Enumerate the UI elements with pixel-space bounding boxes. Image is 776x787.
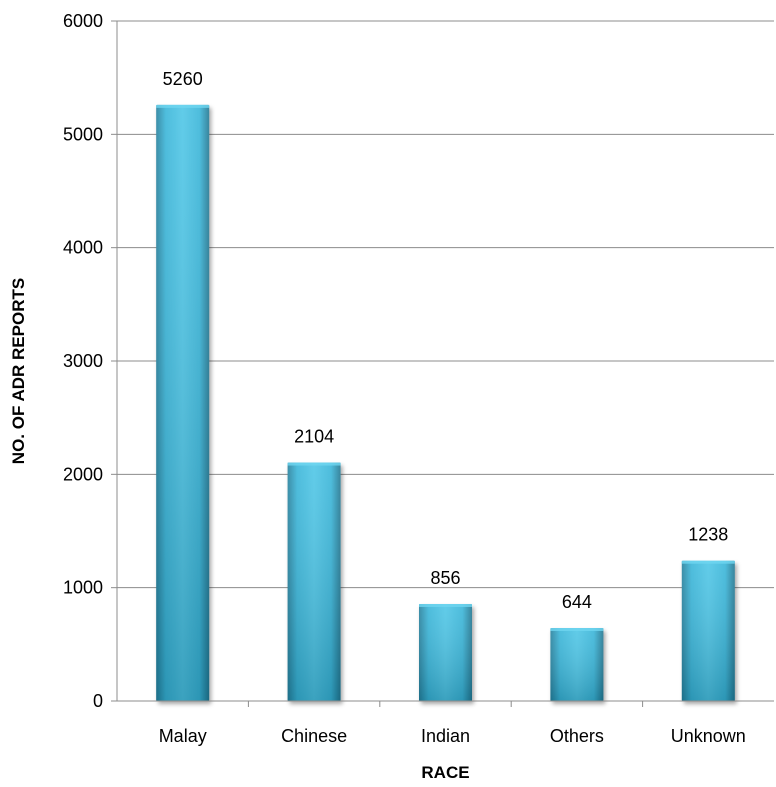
bar: [287, 462, 341, 701]
y-tick-label: 4000: [63, 238, 103, 258]
data-label: 856: [430, 568, 460, 588]
data-label: 5260: [163, 69, 203, 89]
x-tick-label: Unknown: [671, 726, 746, 746]
bar: [419, 603, 472, 701]
bar: [550, 628, 604, 701]
y-tick-label: 1000: [63, 578, 103, 598]
x-tick-label: Chinese: [281, 726, 347, 746]
x-axis-ticks: Malay Chinese Indian Others Unknown: [159, 701, 746, 746]
y-axis-ticks: 0 1000 2000 3000 4000 5000 6000: [63, 11, 117, 711]
bar: [681, 560, 735, 701]
x-tick-label: Malay: [159, 726, 207, 746]
x-tick-label: Others: [550, 726, 604, 746]
x-tick-label: Indian: [421, 726, 470, 746]
bar: [156, 104, 210, 701]
y-tick-label: 3000: [63, 351, 103, 371]
x-axis-title: RACE: [421, 763, 469, 782]
data-labels: 5260 2104 856 644 1238: [163, 69, 729, 612]
data-label: 1238: [688, 525, 728, 545]
y-tick-label: 0: [93, 691, 103, 711]
y-axis-title: NO. OF ADR REPORTS: [9, 278, 28, 464]
y-tick-label: 5000: [63, 124, 103, 144]
data-label: 644: [562, 592, 592, 612]
gridlines: [117, 20, 774, 589]
y-tick-label: 2000: [63, 464, 103, 484]
data-label: 2104: [294, 427, 334, 447]
bars: [156, 104, 735, 701]
y-tick-label: 6000: [63, 11, 103, 31]
